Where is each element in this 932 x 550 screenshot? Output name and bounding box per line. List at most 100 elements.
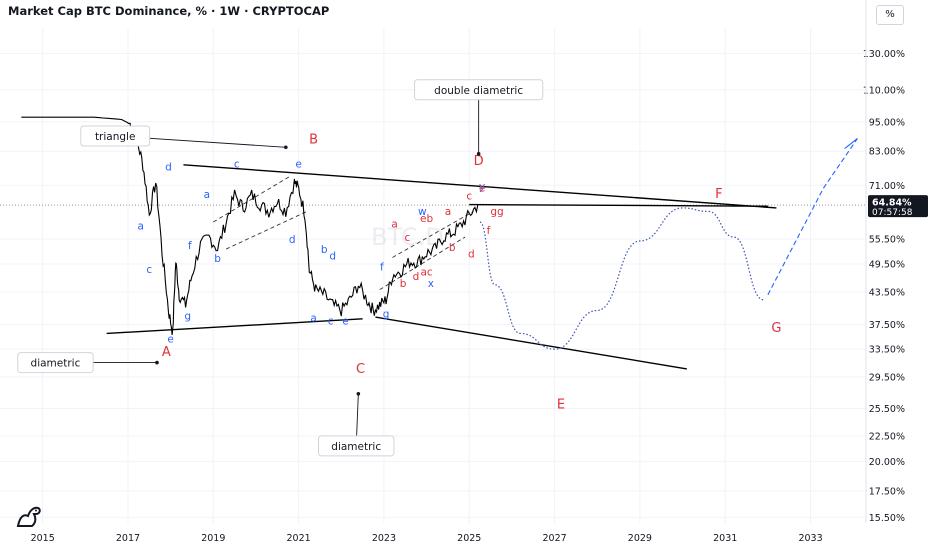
projection-curve	[479, 207, 764, 350]
wave-label-major: C	[356, 362, 365, 377]
channel-line	[225, 210, 308, 250]
wave-label-major: A	[162, 345, 171, 360]
wave-label-minor: gg	[490, 206, 503, 218]
y-tick-label: 71.00%	[869, 181, 905, 192]
annotations: triangle double diametric diametric diametr…	[17, 79, 544, 457]
x-tick-label: 2033	[798, 533, 822, 544]
y-tick-label: 83.00%	[869, 147, 905, 158]
tradingview-logo-icon[interactable]	[14, 502, 44, 530]
annotation-box	[80, 125, 151, 147]
wave-label-major: E	[557, 398, 565, 413]
annotation-anchor	[284, 145, 288, 150]
price-tag-countdown: 07:57:58	[872, 208, 913, 218]
wave-label-major: D	[474, 154, 484, 169]
y-tick-label: 55.50%	[869, 235, 905, 246]
x-tick-label: 2027	[542, 533, 566, 544]
wave-label-major: G	[771, 321, 781, 336]
wave-label-minor: c	[405, 232, 411, 244]
wave-label-minor: y	[479, 181, 485, 193]
y-tick-label: 29.50%	[869, 372, 905, 383]
y-tick-label: 17.50%	[869, 486, 905, 497]
y-tick-label: 22.50%	[869, 431, 905, 442]
y-tick-label: 33.50%	[869, 345, 905, 356]
annotation-text: double diametric	[434, 85, 523, 97]
y-tick-label: 49.50%	[869, 259, 905, 270]
x-tick-label: 2017	[116, 533, 140, 544]
wave-label-minor: g	[383, 309, 390, 321]
chart-title: Market Cap BTC Dominance, % · 1W · CRYPT…	[8, 4, 330, 18]
trendlines	[106, 164, 777, 370]
wave-label-minor: d	[413, 271, 420, 283]
projection-arrow	[844, 138, 858, 150]
wave-label-minor: x	[428, 278, 434, 290]
wave-label-minor: f	[487, 225, 491, 237]
wave-label-minor: c	[466, 191, 472, 203]
channel-line	[392, 210, 474, 258]
trendline	[375, 316, 687, 370]
wave-label-minor: e	[167, 334, 173, 346]
wave-labels: ABCDEFGbdacegfbacdebdacefgwxyacbdacebabd…	[138, 132, 782, 413]
wave-label-minor: b	[214, 253, 221, 265]
unit-toggle-button[interactable]: %	[876, 5, 904, 25]
annotation-box	[318, 435, 395, 457]
price-tag: 64.84%07:57:58	[868, 195, 928, 218]
wave-label-minor: eb	[420, 213, 433, 225]
trendline	[106, 318, 363, 335]
wave-label-major: F	[715, 187, 722, 202]
trendline	[183, 164, 777, 209]
wave-label-minor: d	[289, 234, 296, 246]
y-tick-label: 25.50%	[869, 404, 905, 415]
price-tag-value: 64.84%	[872, 198, 912, 209]
wave-label-minor: g	[184, 310, 191, 322]
wave-label-minor: ac	[420, 266, 432, 278]
y-tick-label: 110.00%	[863, 85, 905, 96]
wave-label-minor: a	[391, 219, 397, 231]
price-tag-box	[868, 195, 928, 218]
x-tick-label: 2019	[201, 533, 225, 544]
dashed-channels	[213, 175, 474, 291]
x-tick-label: 2023	[372, 533, 396, 544]
y-tick-label: 130.00%	[863, 49, 905, 60]
wave-label-minor: e	[295, 159, 301, 171]
wave-label-minor: f	[380, 262, 384, 274]
annotation-anchor	[155, 360, 159, 365]
wave-label-minor: d	[165, 161, 172, 173]
x-tick-label: 2025	[457, 533, 481, 544]
channel-line	[213, 175, 291, 223]
projection-path	[479, 138, 858, 350]
x-axis: 2015 2017 2019 2021 2023 2025 2027 2029 2031 2033	[31, 533, 823, 544]
annotation-text: diametric	[331, 441, 381, 453]
projection-up-line	[767, 138, 858, 295]
wave-label-minor: a	[138, 220, 144, 232]
annotation-box	[17, 352, 94, 374]
watermark-symbol: BTC.D	[371, 223, 444, 251]
annotation-box	[414, 79, 544, 101]
x-tick-label: 2015	[31, 533, 55, 544]
wave-label-minor: e	[479, 183, 485, 195]
y-axis: 130.00% 110.00% 95.00% 83.00% 71.00% 55.50% 49…	[863, 0, 905, 524]
y-tick-label: 15.50%	[869, 513, 905, 524]
annotation-text: triangle	[95, 131, 135, 143]
wave-label-minor: c	[328, 316, 334, 328]
y-tick-label: 20.00%	[869, 457, 905, 468]
x-tick-label: 2029	[628, 533, 652, 544]
channel-line	[379, 236, 466, 291]
annotation-text: diametric	[31, 358, 81, 370]
series-line	[21, 116, 479, 336]
y-tick-label: 43.50%	[869, 288, 905, 299]
y-tick-label: 37.50%	[869, 320, 905, 331]
wave-label-minor: a	[310, 313, 316, 325]
wave-label-minor: a	[445, 206, 451, 218]
grid	[0, 28, 866, 523]
annotation-anchor	[356, 392, 361, 396]
wave-label-minor: d	[329, 251, 336, 263]
wave-label-minor: e	[342, 316, 348, 328]
y-tick-label: 95.00%	[869, 117, 905, 128]
wave-label-minor: b	[449, 242, 456, 254]
wave-label-minor: d	[468, 248, 475, 260]
wave-label-major: B	[309, 132, 318, 147]
series-btc-dominance: BTC.D	[21, 116, 479, 336]
wave-label-minor: c	[146, 264, 152, 276]
wave-label-minor: b	[400, 278, 407, 290]
